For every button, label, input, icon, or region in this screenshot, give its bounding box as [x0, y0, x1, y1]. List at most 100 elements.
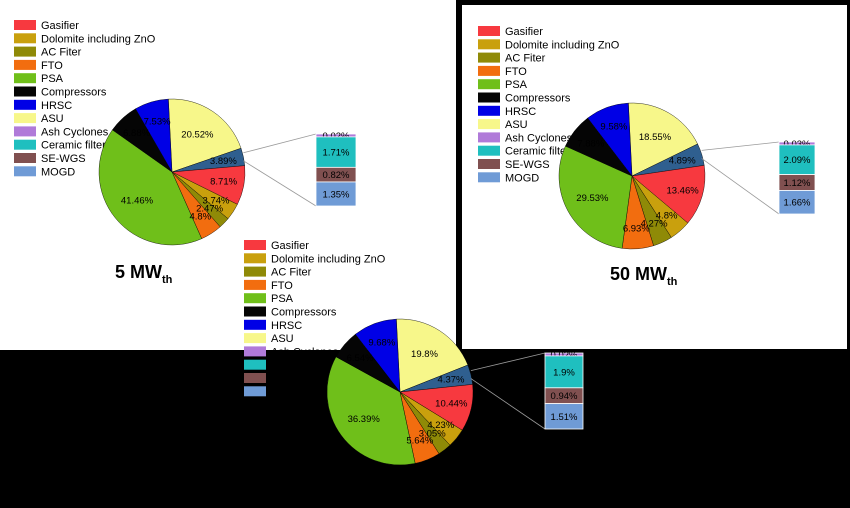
legend-swatch-psa	[244, 293, 266, 304]
breakout-label-mogd: 1.66%	[784, 198, 811, 209]
legend-label-ceramic-filter: Ceramic filter	[41, 140, 106, 152]
breakout-segment-mogd	[544, 403, 584, 430]
pie-slice-psa	[98, 129, 202, 246]
slice-label-fto: 4.8%	[189, 211, 211, 222]
legend-label-fto: FTO	[505, 66, 527, 78]
chart-title-50mw: 50 MWth	[610, 264, 678, 288]
legend-swatch-ceramic-filter	[478, 145, 500, 156]
legend-swatch-ash-cyclones	[14, 126, 36, 137]
slice-label-gasifier: 10.44%	[435, 399, 468, 410]
legend-swatch-mogd	[244, 386, 266, 397]
legend-swatch-ash-cyclones	[478, 132, 500, 143]
legend-label-se-wgs: SE-WGS	[505, 159, 550, 171]
legend-swatch-hrsc	[478, 105, 500, 116]
legend-label-ceramic-filter: Ceramic filter	[271, 360, 336, 372]
legend-label-mogd: MOGD	[41, 166, 75, 178]
slice-label-ac-fiter: 2.47%	[196, 204, 223, 215]
chart-title-5mw: 5 MWth	[115, 262, 173, 286]
legend-label-psa: PSA	[271, 293, 294, 305]
breakout-label-se-wgs: 0.94%	[551, 391, 578, 402]
legend-swatch-ac-fiter	[478, 52, 500, 63]
legend-label-gasifier: Gasifier	[271, 240, 309, 252]
slice-label-hrsc: 9.58%	[600, 122, 627, 133]
pie-slice-asu	[628, 102, 698, 177]
slice-label-psa: 41.46%	[121, 196, 154, 207]
legend-swatch-gasifier	[14, 20, 36, 30]
legend-swatch-compressors	[14, 86, 36, 97]
legend-label-ac-fiter: AC Fiter	[271, 267, 312, 279]
legend-label-dolomite-including-zno: Dolomite including ZnO	[271, 253, 386, 265]
breakout-segment-ceramic-filter	[778, 144, 816, 175]
connector-line-top	[243, 133, 317, 154]
legend-label-asu: ASU	[41, 113, 64, 125]
legend-swatch-fto	[14, 59, 36, 70]
pie-chart-50mw: 18.55% 4.89% 13.46% 4.8%4.27%6.93% 29.53% 7.8…	[558, 102, 816, 250]
breakout-label-se-wgs: 0.82%	[323, 170, 350, 181]
legend-label-se-wgs: SE-WGS	[41, 153, 86, 165]
pie-chart-5mw: 20.52% 3.89% 8.71% 3.74%2.47%4.8% 41.46% 6.88…	[98, 98, 357, 246]
legend-label-ceramic-filter: Ceramic filter	[505, 146, 570, 158]
legend-swatch-ac-fiter	[14, 46, 36, 57]
breakout-label-ceramic-filter: 1.9%	[553, 367, 575, 378]
connector-line-top	[470, 352, 546, 371]
legend-label-compressors: Compressors	[505, 93, 571, 105]
legend-swatch-ash-cyclones	[244, 346, 266, 357]
slice-label-compressors: 6.88%	[123, 128, 150, 139]
legend-swatch-hrsc	[244, 319, 266, 330]
breakout-label-mogd: 1.51%	[551, 412, 578, 423]
slice-label-gasifier: 13.46%	[666, 185, 699, 196]
legend-label-compressors: Compressors	[41, 87, 107, 99]
legend-label-mogd: MOGD	[505, 172, 539, 184]
legend-label-psa: PSA	[41, 73, 64, 85]
breakout-segment-mogd	[778, 190, 816, 215]
breakout-label-ceramic-filter: 1.71%	[323, 148, 350, 159]
connector-line-bottom	[470, 378, 546, 430]
legend-label-dolomite-including-zno: Dolomite including ZnO	[505, 39, 620, 51]
legend-swatch-gasifier	[244, 240, 266, 250]
legend-label-dolomite-including-zno: Dolomite including ZnO	[41, 33, 156, 45]
legend-swatch-hrsc	[14, 99, 36, 110]
legend-swatch-dolomite-including-zno	[14, 33, 36, 44]
legend-label-hrsc: HRSC	[41, 100, 72, 112]
legend-swatch-se-wgs	[244, 373, 266, 383]
legend-label-mogd: MOGD	[271, 386, 305, 398]
legend-swatch-dolomite-including-zno	[244, 253, 266, 264]
legend-label-gasifier: Gasifier	[41, 20, 79, 32]
slice-label-blue: 4.89%	[669, 156, 696, 167]
legend-swatch-fto	[244, 279, 266, 290]
pie-slice-hrsc	[587, 102, 633, 177]
pie-slice-asu	[168, 98, 242, 173]
slice-label-hrsc: 9.68%	[368, 338, 395, 349]
legend-label-hrsc: HRSC	[271, 320, 302, 332]
pie-slice-psa	[326, 356, 416, 466]
legend-label-compressors: Compressors	[271, 307, 337, 319]
pie-slice-hrsc	[355, 318, 401, 393]
legend-swatch-compressors	[244, 306, 266, 317]
legend-swatch-se-wgs	[14, 153, 36, 163]
legend-label-psa: PSA	[505, 79, 528, 91]
slice-label-dolomite: 4.8%	[656, 211, 678, 222]
breakout-segment-ceramic-filter	[315, 136, 357, 168]
slice-label-asu: 20.52%	[181, 130, 214, 141]
pie-slice-gasifier	[631, 165, 706, 224]
breakout-label-mogd: 1.35%	[323, 190, 350, 201]
slice-label-gasifier: 8.71%	[210, 177, 237, 188]
slice-label-asu: 18.55%	[639, 132, 672, 143]
legend-swatch-fto	[478, 65, 500, 76]
slice-label-ac-fiter: 3.05%	[419, 429, 446, 440]
slice-label-psa: 36.39%	[348, 414, 381, 425]
slice-label-fto: 6.93%	[623, 223, 650, 234]
slice-label-compressors: 7.88%	[577, 138, 604, 149]
connector-line-bottom	[701, 158, 780, 215]
slice-label-hrsc: 7.53%	[144, 117, 171, 128]
legend-swatch-se-wgs	[478, 159, 500, 169]
legend-label-ash-cyclones: Ash Cyclones	[505, 132, 573, 144]
legend-swatch-mogd	[14, 166, 36, 177]
legend-swatch-psa	[478, 79, 500, 90]
legend-swatch-asu	[14, 113, 36, 124]
slice-label-compressors: 6.54%	[347, 353, 374, 364]
legend-label-asu: ASU	[505, 119, 528, 131]
legend-label-hrsc: HRSC	[505, 106, 536, 118]
slice-label-blue: 4.37%	[438, 374, 465, 385]
legend-label-ac-fiter: AC Fiter	[505, 53, 546, 65]
